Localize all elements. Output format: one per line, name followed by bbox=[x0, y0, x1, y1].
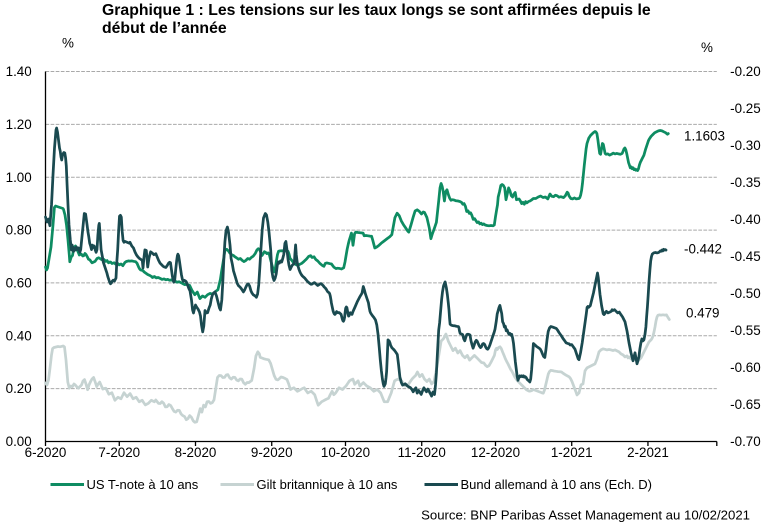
svg-text:-0.45: -0.45 bbox=[730, 249, 761, 264]
svg-text:9-2020: 9-2020 bbox=[251, 445, 293, 460]
svg-text:2-2021: 2-2021 bbox=[627, 445, 669, 460]
svg-text:Gilt britannique à 10 ans: Gilt britannique à 10 ans bbox=[257, 477, 398, 492]
svg-text:12-2020: 12-2020 bbox=[471, 445, 520, 460]
svg-text:11-2020: 11-2020 bbox=[398, 445, 446, 460]
svg-text:7-2020: 7-2020 bbox=[98, 445, 140, 460]
svg-text:0.20: 0.20 bbox=[6, 381, 32, 396]
svg-text:US T-note à 10 ans: US T-note à 10 ans bbox=[87, 477, 199, 492]
svg-text:%: % bbox=[701, 40, 713, 55]
svg-text:6-2020: 6-2020 bbox=[25, 445, 67, 460]
svg-text:1.1603: 1.1603 bbox=[684, 129, 725, 144]
svg-text:Source: BNP Paribas Asset Mana: Source: BNP Paribas Asset Management au … bbox=[421, 508, 750, 523]
svg-text:-0.50: -0.50 bbox=[730, 286, 761, 301]
svg-text:0.00: 0.00 bbox=[6, 434, 32, 449]
svg-text:-0.25: -0.25 bbox=[730, 101, 761, 116]
svg-text:-0.30: -0.30 bbox=[730, 138, 761, 153]
svg-text:-0.70: -0.70 bbox=[730, 434, 761, 449]
svg-text:-0.442: -0.442 bbox=[684, 242, 722, 257]
svg-text:1-2021: 1-2021 bbox=[551, 445, 593, 460]
svg-text:-0.60: -0.60 bbox=[730, 360, 761, 375]
svg-text:-0.40: -0.40 bbox=[730, 212, 761, 227]
svg-text:-0.65: -0.65 bbox=[730, 397, 761, 412]
svg-text:0.479: 0.479 bbox=[686, 306, 720, 321]
svg-text:-0.55: -0.55 bbox=[730, 323, 761, 338]
svg-text:-0.35: -0.35 bbox=[730, 175, 761, 190]
svg-text:0.60: 0.60 bbox=[6, 276, 32, 291]
svg-text:1.40: 1.40 bbox=[6, 64, 32, 79]
svg-text:Bund allemand à 10 ans (Ech. D: Bund allemand à 10 ans (Ech. D) bbox=[461, 477, 653, 492]
svg-text:0.80: 0.80 bbox=[6, 223, 32, 238]
svg-text:1.20: 1.20 bbox=[6, 117, 32, 132]
svg-text:1.00: 1.00 bbox=[6, 170, 32, 185]
svg-text:10-2020: 10-2020 bbox=[321, 445, 370, 460]
svg-text:0.40: 0.40 bbox=[6, 328, 32, 343]
svg-text:8-2020: 8-2020 bbox=[175, 445, 217, 460]
svg-text:%: % bbox=[62, 36, 74, 51]
svg-text:-0.20: -0.20 bbox=[730, 64, 761, 79]
